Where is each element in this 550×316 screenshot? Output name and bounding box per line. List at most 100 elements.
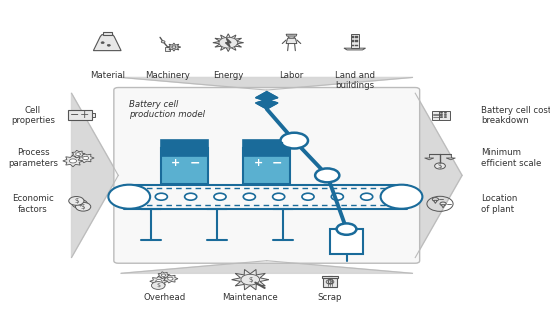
Bar <box>439 111 450 120</box>
Text: Battery cell cost
breakdown: Battery cell cost breakdown <box>481 106 550 125</box>
Text: Battery cell
production model: Battery cell production model <box>129 100 205 119</box>
Circle shape <box>224 40 233 45</box>
Text: +: + <box>80 110 90 120</box>
Polygon shape <box>72 93 118 258</box>
Circle shape <box>440 202 446 206</box>
Circle shape <box>441 114 443 116</box>
Circle shape <box>441 116 443 118</box>
Polygon shape <box>226 38 231 47</box>
Circle shape <box>69 197 84 205</box>
Bar <box>169 142 179 148</box>
Circle shape <box>69 159 76 163</box>
Text: Location
of plant: Location of plant <box>481 194 518 214</box>
Circle shape <box>161 41 165 43</box>
Polygon shape <box>213 34 244 52</box>
Bar <box>166 47 170 51</box>
Text: $: $ <box>156 283 160 288</box>
Polygon shape <box>441 205 445 208</box>
Text: $: $ <box>81 204 85 210</box>
Text: $: $ <box>438 163 442 169</box>
Polygon shape <box>232 270 269 290</box>
FancyBboxPatch shape <box>114 88 420 263</box>
Circle shape <box>126 193 138 200</box>
Circle shape <box>75 202 91 211</box>
Polygon shape <box>163 274 178 283</box>
Circle shape <box>434 163 446 169</box>
Bar <box>351 34 359 48</box>
Bar <box>243 141 290 157</box>
Bar <box>432 111 442 120</box>
Circle shape <box>245 276 256 283</box>
Circle shape <box>361 193 373 200</box>
Text: ♻: ♻ <box>327 279 333 285</box>
Bar <box>352 40 354 42</box>
Circle shape <box>444 116 447 118</box>
Polygon shape <box>415 93 462 258</box>
Circle shape <box>108 185 150 209</box>
Polygon shape <box>150 276 168 287</box>
Circle shape <box>315 168 339 182</box>
Polygon shape <box>121 77 412 90</box>
Polygon shape <box>446 158 455 160</box>
Bar <box>161 148 208 184</box>
Text: $: $ <box>248 277 252 283</box>
Polygon shape <box>425 158 434 160</box>
Text: Material: Material <box>90 71 125 80</box>
Circle shape <box>381 185 422 209</box>
Polygon shape <box>121 261 412 273</box>
Text: Land and
buildings: Land and buildings <box>335 71 375 90</box>
Text: Cell
properties: Cell properties <box>11 106 55 125</box>
Text: Overhead: Overhead <box>144 293 186 302</box>
Bar <box>352 36 354 38</box>
Circle shape <box>72 199 87 208</box>
Polygon shape <box>158 272 169 279</box>
Text: Energy: Energy <box>213 71 244 80</box>
Polygon shape <box>256 92 278 109</box>
Polygon shape <box>286 38 297 44</box>
Text: Scrap: Scrap <box>318 293 342 302</box>
Text: Machinery: Machinery <box>145 71 190 80</box>
Circle shape <box>156 279 162 283</box>
Polygon shape <box>94 35 121 51</box>
Circle shape <box>107 45 111 46</box>
Circle shape <box>432 198 438 201</box>
Bar <box>272 142 282 148</box>
Polygon shape <box>63 155 83 167</box>
Circle shape <box>444 112 447 113</box>
Circle shape <box>241 274 260 285</box>
Bar <box>161 141 208 157</box>
Circle shape <box>302 193 314 200</box>
Circle shape <box>168 277 173 280</box>
Polygon shape <box>344 48 366 50</box>
Polygon shape <box>286 34 297 36</box>
Text: +: + <box>254 158 263 168</box>
Bar <box>243 156 290 184</box>
Circle shape <box>288 34 295 39</box>
Bar <box>251 142 261 148</box>
Text: +: + <box>171 158 180 168</box>
Text: −: − <box>189 156 200 169</box>
Text: Process
parameters: Process parameters <box>8 148 58 168</box>
Bar <box>355 40 358 42</box>
Circle shape <box>151 282 165 289</box>
Text: −: − <box>70 110 79 120</box>
Circle shape <box>390 193 402 200</box>
Bar <box>352 45 354 46</box>
Bar <box>92 113 95 117</box>
Circle shape <box>76 153 80 155</box>
Bar <box>161 156 208 184</box>
Text: Economic
factors: Economic factors <box>12 194 54 214</box>
Bar <box>190 142 200 148</box>
Circle shape <box>172 46 176 48</box>
Text: $: $ <box>78 201 82 207</box>
Text: $: $ <box>74 198 79 204</box>
Bar <box>323 278 337 287</box>
Bar <box>322 276 338 278</box>
Bar <box>355 45 358 46</box>
Bar <box>68 111 92 120</box>
Text: Labor: Labor <box>279 71 304 80</box>
Circle shape <box>185 193 197 200</box>
Circle shape <box>214 193 226 200</box>
Bar <box>330 229 363 254</box>
Circle shape <box>219 37 238 48</box>
